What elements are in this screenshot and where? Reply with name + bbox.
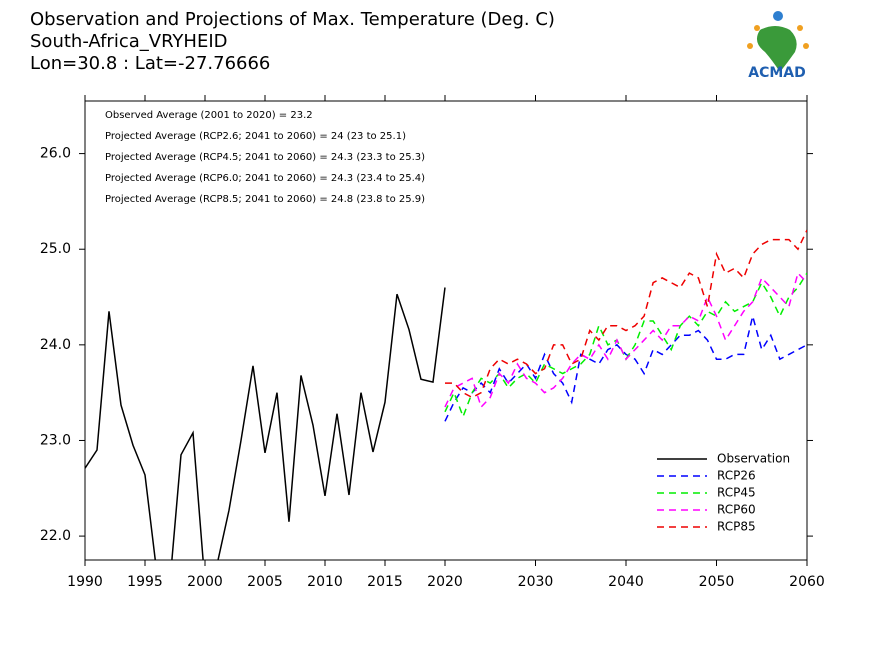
annotation: Observed Average (2001 to 2020) = 23.2 [105,110,313,121]
plot-frame [84,100,808,561]
x-tick-label: 2005 [247,574,283,590]
y-tick-label: 24.0 [40,337,71,353]
annotation: Projected Average (RCP2.6; 2041 to 2060)… [105,131,406,142]
y-tick-label: 25.0 [40,241,71,257]
y-tick-label: 23.0 [40,432,71,448]
chart-title: South-Africa_VRYHEID [30,31,228,52]
logo-mark [747,11,809,72]
annotation: Projected Average (RCP8.5; 2041 to 2060)… [105,194,425,205]
logo-text: ACMAD [748,65,806,81]
x-tick-label: 2030 [518,574,554,590]
legend-label: RCP85 [717,520,756,534]
legend-label: RCP60 [717,503,756,517]
y-tick-label: 22.0 [40,528,71,544]
series-line [85,287,446,560]
x-tick-label: 2020 [427,574,463,590]
chart-title: Lon=30.8 : Lat=-27.76666 [30,53,270,74]
x-tick-label: 2050 [699,574,735,590]
legend-label: RCP26 [717,469,756,483]
series-line [444,315,807,422]
legend-label: RCP45 [717,486,756,500]
legend-label: Observation [717,452,790,466]
chart-title: Observation and Projections of Max. Temp… [30,9,555,30]
y-tick-label: 26.0 [40,146,71,162]
annotation: Projected Average (RCP6.0; 2041 to 2060)… [105,173,425,184]
x-tick-label: 2015 [367,574,403,590]
x-tick-label: 1990 [67,574,103,590]
x-tick-label: 1995 [127,574,163,590]
series-line [444,229,807,399]
series-line [444,271,807,409]
x-tick-label: 2060 [789,574,825,590]
x-tick-label: 2040 [608,574,644,590]
x-tick-label: 2010 [307,574,343,590]
annotation: Projected Average (RCP4.5; 2041 to 2060)… [105,152,425,163]
x-tick-label: 2000 [187,574,223,590]
